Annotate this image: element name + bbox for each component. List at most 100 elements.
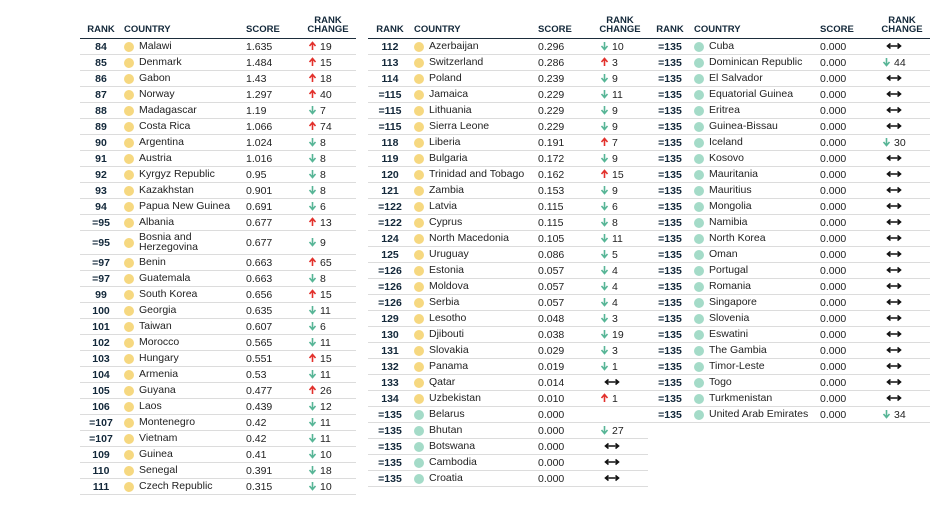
change-value: 3: [612, 344, 618, 357]
score: 0.000: [818, 406, 874, 423]
country-cell: Austria: [122, 150, 244, 167]
rank-change: 4: [592, 262, 648, 279]
change-value: 11: [612, 88, 623, 101]
rank: =135: [648, 118, 692, 135]
country-cell: Zambia: [412, 182, 536, 199]
country: Oman: [709, 247, 738, 260]
trend-arrow: [308, 120, 317, 130]
header-rank: RANK: [368, 16, 412, 39]
rank-change: 34: [874, 406, 930, 423]
rank: =135: [648, 102, 692, 119]
country-wrap: United Arab Emirates: [694, 409, 816, 420]
country: Mauritania: [709, 167, 759, 180]
country-cell: Denmark: [122, 54, 244, 71]
country-cell: Sierra Leone: [412, 118, 536, 135]
country: Mongolia: [709, 199, 752, 212]
table-body: 112 Azerbaijan 0.296 10 113 Switzerland 0.286 3…: [368, 38, 648, 487]
rank-change: 8: [592, 214, 648, 231]
trend-arrow: [600, 392, 609, 402]
table-row: 131 Slovakia 0.029 3: [368, 342, 648, 359]
table-row: =135 Kosovo 0.000: [648, 150, 930, 167]
rank: =135: [368, 406, 412, 423]
rank-change: [874, 182, 930, 199]
score: 0.115: [536, 214, 592, 231]
score: 0.315: [244, 478, 300, 495]
trend-arrow: [886, 106, 902, 113]
dot: [124, 353, 134, 364]
dot: [124, 185, 134, 196]
country-cell: Eritrea: [692, 102, 818, 119]
rank: =135: [648, 198, 692, 215]
country: Dominican Republic: [709, 55, 803, 68]
rank: =135: [648, 294, 692, 311]
country-wrap: Georgia: [124, 305, 242, 316]
score: 0.239: [536, 70, 592, 87]
dot: [124, 433, 134, 444]
table-row: 129 Lesotho 0.048 3: [368, 310, 648, 327]
country: Albania: [139, 215, 175, 228]
table-row: 84 Malawi 1.635 19: [80, 38, 356, 55]
rank: =95: [80, 214, 122, 231]
country: Latvia: [429, 199, 458, 212]
rank-change: 19: [300, 38, 356, 55]
score: 0.000: [818, 38, 874, 55]
rank-change: [874, 38, 930, 55]
table-row: =135 United Arab Emirates 0.000 34: [648, 406, 930, 423]
country-cell: Timor-Leste: [692, 358, 818, 375]
country: The Gambia: [709, 343, 767, 356]
change-value: 11: [320, 432, 331, 445]
header-country: COUNTRY: [692, 16, 818, 39]
score: 0.663: [244, 254, 300, 271]
table-row: 89 Costa Rica 1.066 74: [80, 118, 356, 135]
score: 0.000: [818, 262, 874, 279]
country: Guyana: [139, 383, 176, 396]
header-change: RANK CHANGE: [592, 16, 648, 39]
score: 0.010: [536, 390, 592, 407]
dot: [414, 281, 424, 292]
score: 0.000: [818, 230, 874, 247]
change-value: 9: [612, 152, 618, 165]
ranking-table: RANK COUNTRY SCORE RANK CHANGE 112 Azerbaijan…: [368, 16, 648, 487]
score: 0.229: [536, 118, 592, 135]
score: 0.901: [244, 182, 300, 199]
country-cell: Oman: [692, 246, 818, 263]
rank-change: [592, 470, 648, 487]
country-cell: Kyrgyz Republic: [122, 166, 244, 183]
score: 0.42: [244, 430, 300, 447]
dot: [124, 41, 134, 52]
country-cell: Bulgaria: [412, 150, 536, 167]
table-row: =135 Turkmenistan 0.000: [648, 390, 930, 407]
score: 0.000: [818, 390, 874, 407]
score: 1.066: [244, 118, 300, 135]
rank: 87: [80, 86, 122, 103]
dot: [414, 425, 424, 436]
country: Equatorial Guinea: [709, 87, 794, 100]
score: 0.677: [244, 214, 300, 231]
change-value: 15: [612, 168, 624, 181]
country-cell: Belarus: [412, 406, 536, 423]
country-cell: South Korea: [122, 286, 244, 303]
dot: [694, 393, 704, 404]
country-wrap: Cyprus: [414, 217, 534, 228]
table-row: 130 Djibouti 0.038 19: [368, 326, 648, 343]
dot: [694, 233, 704, 244]
country-cell: Dominican Republic: [692, 54, 818, 71]
country: Turkmenistan: [709, 391, 773, 404]
dot: [124, 273, 134, 284]
rank-change: 27: [592, 422, 648, 439]
table-body: =135 Cuba 0.000 =135 Dominican Republic 0.000…: [648, 38, 930, 423]
country: Romania: [709, 279, 752, 292]
country-cell: Cyprus: [412, 214, 536, 231]
rank-change: [874, 278, 930, 295]
rank: 101: [80, 318, 122, 335]
rank: =135: [648, 342, 692, 359]
rank-change: 1: [592, 358, 648, 375]
score: 0.000: [818, 294, 874, 311]
trend-arrow: [886, 394, 902, 401]
country-wrap: Guyana: [124, 383, 242, 396]
trend-arrow: [600, 121, 609, 131]
score: 0.000: [818, 278, 874, 295]
trend-arrow: [308, 384, 317, 394]
country: Belarus: [429, 407, 465, 420]
country: Hungary: [139, 351, 179, 364]
